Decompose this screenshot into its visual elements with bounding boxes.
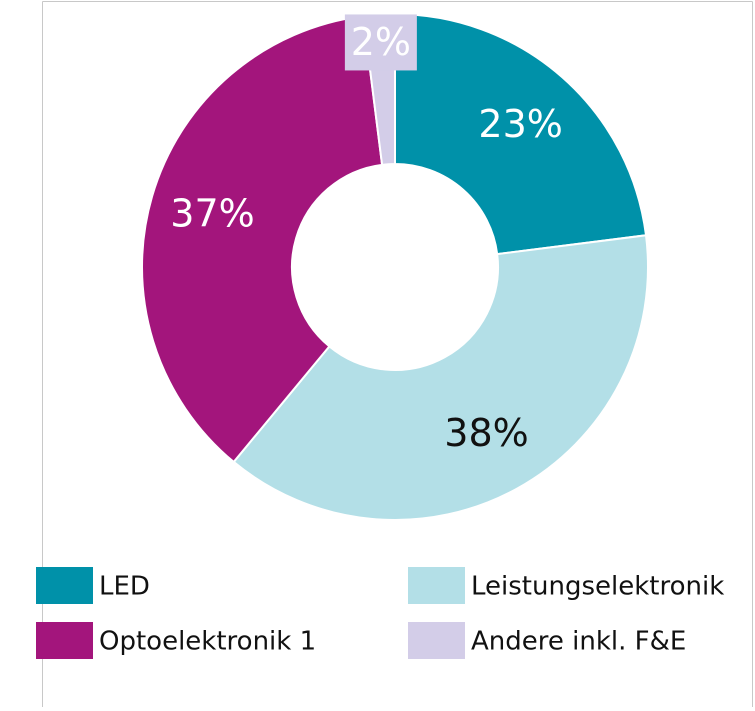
donut-slice xyxy=(394,12,648,256)
legend-swatch xyxy=(36,622,93,659)
donut-slice xyxy=(232,234,649,521)
legend-label: Optoelektronik 1 xyxy=(99,627,316,657)
data-label-box xyxy=(344,14,417,71)
legend-label: Andere inkl. F&E xyxy=(471,627,686,657)
legend-label: LED xyxy=(99,572,150,602)
data-label: 23% xyxy=(478,102,562,146)
data-label: 37% xyxy=(170,191,254,235)
legend-swatch xyxy=(408,567,465,604)
legend-label: Leistungselektronik xyxy=(471,572,724,602)
legend-swatch xyxy=(408,622,465,659)
legend-swatch xyxy=(36,567,93,604)
data-label: 2% xyxy=(351,20,411,64)
donut-slice xyxy=(141,14,384,464)
data-label: 38% xyxy=(444,411,528,455)
